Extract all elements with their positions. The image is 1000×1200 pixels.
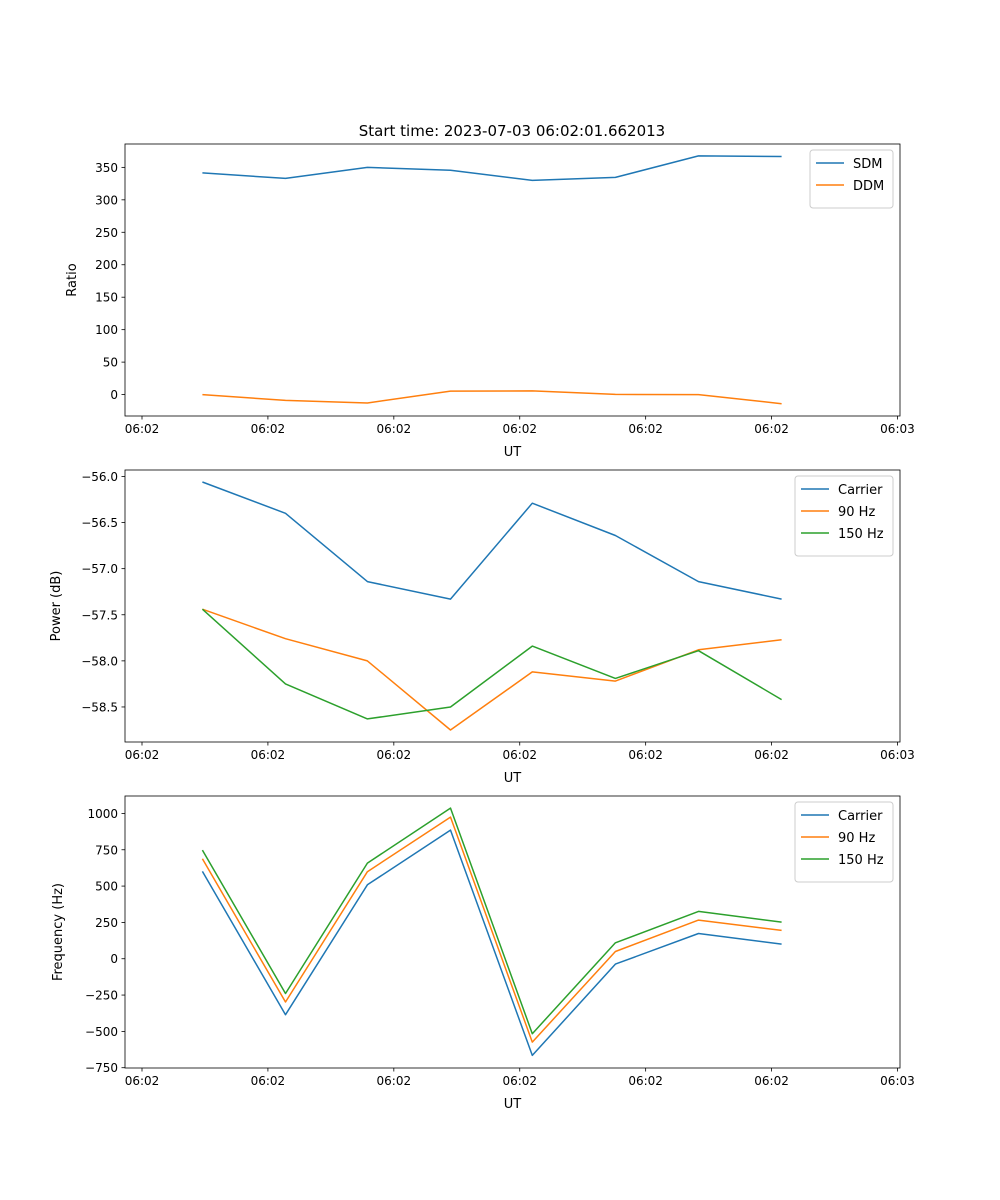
x-tick-label: 06:02	[377, 422, 412, 436]
x-tick-label: 06:02	[628, 422, 663, 436]
x-tick-label: 06:03	[880, 748, 915, 762]
legend-label: DDM	[853, 179, 884, 194]
x-tick-label: 06:02	[754, 748, 789, 762]
x-tick-label: 06:02	[377, 1074, 412, 1088]
y-tick-label: 100	[95, 323, 118, 337]
y-tick-label: 50	[103, 356, 118, 370]
y-tick-label: 0	[110, 388, 118, 402]
y-tick-label: 300	[95, 193, 118, 207]
y-tick-label: −58.0	[81, 654, 118, 668]
y-tick-label: 1000	[87, 807, 118, 821]
x-tick-label: 06:02	[125, 1074, 160, 1088]
y-tick-label: 500	[95, 880, 118, 894]
legend-box	[809, 149, 894, 209]
axes-frame	[124, 795, 901, 1069]
y-axis-label: Ratio	[65, 263, 80, 296]
legend-label: Carrier	[838, 483, 883, 498]
y-tick-label: −56.5	[81, 516, 118, 530]
series-line-carrier	[202, 481, 782, 600]
legend-label: Carrier	[838, 809, 883, 824]
series-line-150-hz	[201, 608, 782, 720]
y-tick-label: −500	[85, 1025, 118, 1039]
x-tick-label: 06:02	[502, 422, 537, 436]
series-line-sdm	[202, 155, 782, 182]
subplot-2: 06:02 06:02 06:02 06:02 06:02 06:02 06:03 −56.0…	[49, 469, 915, 786]
x-tick-label: 06:02	[628, 1074, 663, 1088]
legend-label: 90 Hz	[838, 505, 875, 520]
y-axis-label: Power (dB)	[49, 571, 64, 642]
legend-label: 90 Hz	[838, 831, 875, 846]
axes-frame	[124, 469, 901, 743]
x-tick-label: 06:02	[754, 422, 789, 436]
chart-title: Start time: 2023-07-03 06:02:01.662013	[359, 122, 665, 140]
x-tick-label: 06:03	[880, 422, 915, 436]
y-tick-label: 0	[110, 952, 118, 966]
x-tick-label: 06:02	[251, 748, 286, 762]
y-tick-label: −750	[85, 1061, 118, 1075]
x-tick-label: 06:02	[251, 1074, 286, 1088]
axes-frame	[124, 143, 901, 417]
x-tick-label: 06:03	[880, 1074, 915, 1088]
x-tick-label: 06:02	[754, 1074, 789, 1088]
y-tick-label: −57.5	[81, 608, 118, 622]
subplot-1: 06:02 06:02 06:02 06:02 06:02 06:02 06:03 0 50 10…	[65, 143, 915, 460]
y-axis-label: Frequency (Hz)	[51, 883, 66, 981]
y-tick-label: 250	[95, 916, 118, 930]
legend: Carrier 90 Hz 150 Hz	[794, 801, 894, 883]
legend-label: SDM	[853, 157, 882, 172]
series-line-90-hz	[201, 816, 782, 1043]
legend-box	[794, 475, 894, 557]
x-axis-label: UT	[504, 1097, 522, 1112]
y-tick-label: −56.0	[81, 470, 118, 484]
x-tick-label: 06:02	[125, 422, 160, 436]
legend: Carrier 90 Hz 150 Hz	[794, 475, 894, 557]
series-line-carrier	[201, 829, 782, 1057]
y-tick-label: 250	[95, 226, 118, 240]
x-tick-label: 06:02	[125, 748, 160, 762]
x-tick-label: 06:02	[377, 748, 412, 762]
x-tick-label: 06:02	[251, 422, 286, 436]
y-tick-label: 150	[95, 291, 118, 305]
x-tick-label: 06:02	[502, 748, 537, 762]
subplot-3: 06:02 06:02 06:02 06:02 06:02 06:02 06:03 −750 −…	[51, 795, 915, 1112]
legend-label: 150 Hz	[838, 527, 884, 542]
y-tick-label: −58.5	[81, 700, 118, 714]
x-axis-label: UT	[504, 771, 522, 786]
y-tick-label: −250	[85, 989, 118, 1003]
y-tick-label: −57.0	[81, 562, 118, 576]
x-axis-label: UT	[504, 445, 522, 460]
x-tick-label: 06:02	[502, 1074, 537, 1088]
y-tick-label: 350	[95, 161, 118, 175]
y-tick-label: 750	[95, 843, 118, 857]
series-line-90-hz	[202, 608, 782, 731]
series-line-ddm	[202, 390, 782, 405]
legend-label: 150 Hz	[838, 853, 884, 868]
x-tick-label: 06:02	[628, 748, 663, 762]
legend-box	[794, 801, 894, 883]
series-line-150-hz	[201, 807, 782, 1035]
y-tick-label: 200	[95, 258, 118, 272]
legend: SDM DDM	[809, 149, 894, 209]
